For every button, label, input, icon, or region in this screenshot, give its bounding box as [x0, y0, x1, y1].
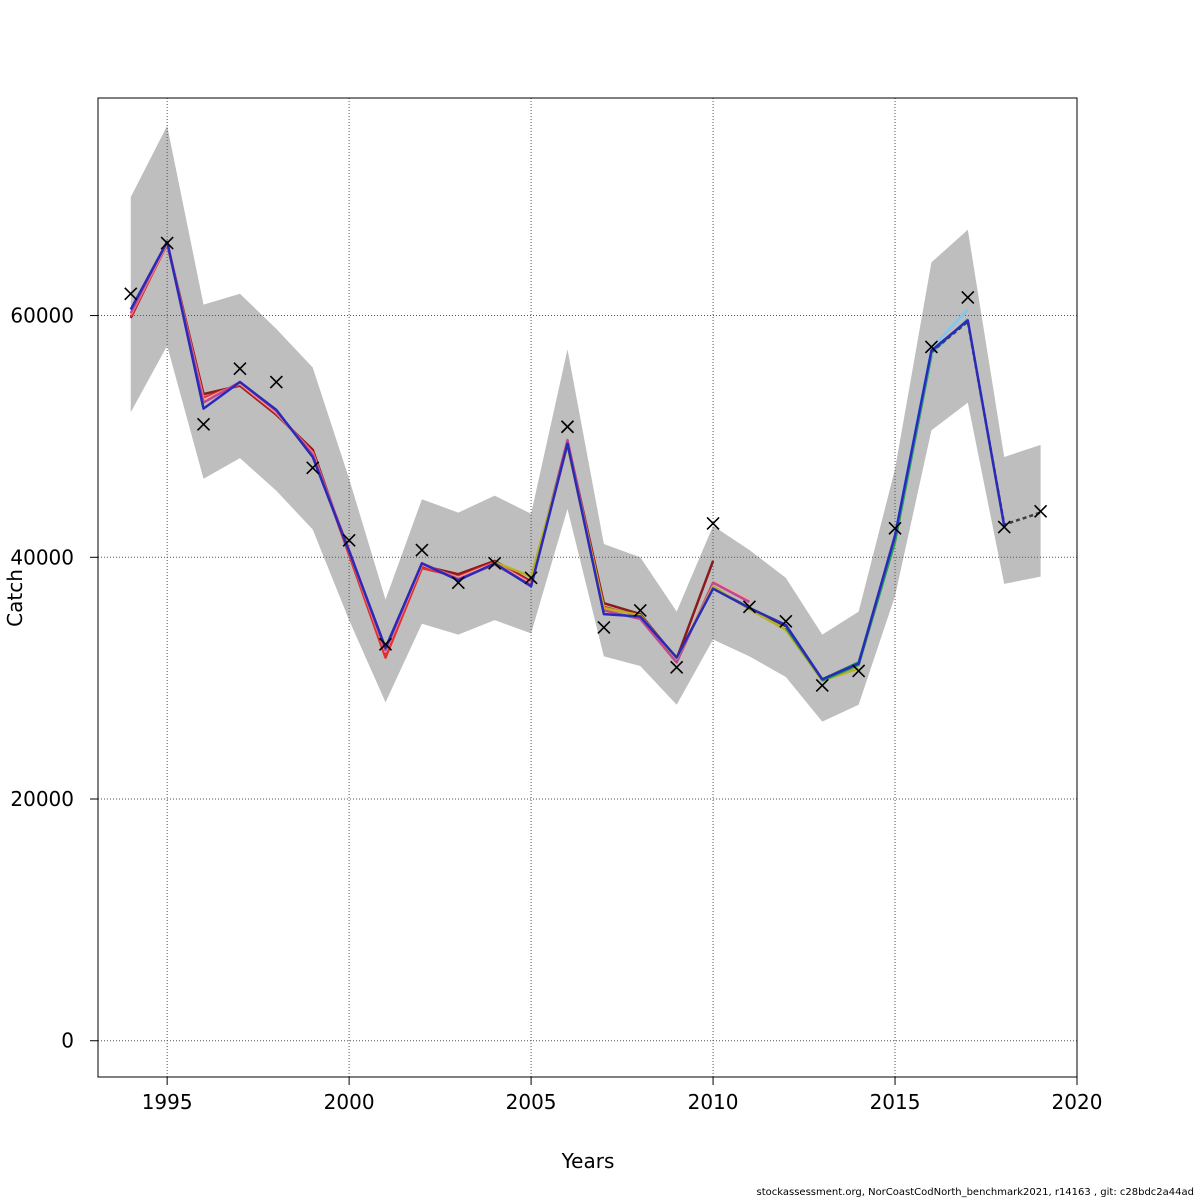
observed-point: [524, 571, 538, 585]
observed-point: [742, 600, 757, 614]
observed-marker-stroke: [670, 660, 684, 674]
observed-point: [160, 236, 174, 250]
x-tick-label: 2000: [324, 1090, 375, 1114]
x-tick-label: 2015: [870, 1090, 921, 1114]
x-tick-label: 2020: [1052, 1090, 1103, 1114]
observed-marker-stroke: [888, 521, 902, 535]
observed-marker-stroke: [451, 576, 465, 590]
observed-marker-stroke: [560, 420, 575, 434]
observed-marker-stroke: [524, 571, 538, 585]
observed-point: [488, 556, 502, 570]
observed-marker-stroke: [415, 543, 429, 557]
observed-point: [852, 664, 866, 678]
observed-point: [924, 340, 938, 354]
observed-point: [560, 420, 575, 434]
x-tick-label: 2010: [688, 1090, 739, 1114]
x-tick-label: 1995: [142, 1090, 193, 1114]
observed-point: [378, 637, 393, 651]
observed-point: [597, 620, 611, 634]
observed-marker-stroke: [597, 620, 611, 634]
observed-marker-stroke: [124, 287, 138, 301]
observed-point: [997, 520, 1011, 534]
observed-point: [779, 614, 793, 628]
observed-point: [124, 287, 138, 301]
y-tick-label: 60000: [10, 304, 74, 328]
observed-marker-stroke: [378, 637, 393, 651]
observed-marker-stroke: [742, 600, 757, 614]
plot-frame: [97, 97, 1078, 1078]
observed-point: [961, 290, 975, 304]
observed-point: [888, 521, 902, 535]
observed-point: [415, 543, 429, 557]
footer-credit: stockassessment.org, NorCoastCodNorth_be…: [756, 1187, 1194, 1198]
observed-marker-stroke: [233, 362, 247, 376]
observed-point: [1034, 504, 1048, 518]
y-tick-label: 0: [61, 1029, 74, 1053]
observed-point: [342, 533, 356, 547]
plot-layer: 1995 2000 2005 2010 2015 2020 0 20000 40000 60000: [10, 98, 1102, 1114]
observed-marker-stroke: [961, 290, 975, 304]
x-axis-title: Years: [561, 1149, 615, 1173]
observed-marker-stroke: [342, 533, 356, 547]
observed-point: [706, 516, 720, 531]
observed-marker-stroke: [852, 664, 866, 678]
observed-marker-stroke: [160, 236, 174, 250]
observed-marker-stroke: [269, 375, 283, 389]
observed-marker-stroke: [488, 556, 502, 570]
observed-point: [196, 417, 211, 431]
observed-marker-stroke: [706, 516, 720, 531]
y-axis-title: Catch: [3, 569, 27, 627]
observed-point: [269, 375, 283, 389]
observed-marker-stroke: [1034, 504, 1048, 518]
x-tick-label: 2005: [506, 1090, 557, 1114]
y-tick-label: 40000: [10, 545, 74, 569]
observed-point: [233, 362, 247, 376]
observed-marker-stroke: [924, 340, 938, 354]
y-tick-label: 20000: [10, 787, 74, 811]
series-line: [129, 240, 1006, 681]
observed-point: [633, 603, 647, 618]
observed-marker-stroke: [997, 520, 1011, 534]
observed-marker-stroke: [779, 614, 793, 628]
observed-marker-stroke: [815, 678, 829, 692]
observed-point: [670, 660, 684, 674]
observed-marker-stroke: [633, 603, 647, 618]
observed-point: [815, 678, 829, 692]
observed-marker-stroke: [306, 461, 320, 475]
observed-point: [306, 461, 320, 475]
observed-point: [451, 576, 465, 590]
observed-marker-stroke: [196, 417, 211, 431]
